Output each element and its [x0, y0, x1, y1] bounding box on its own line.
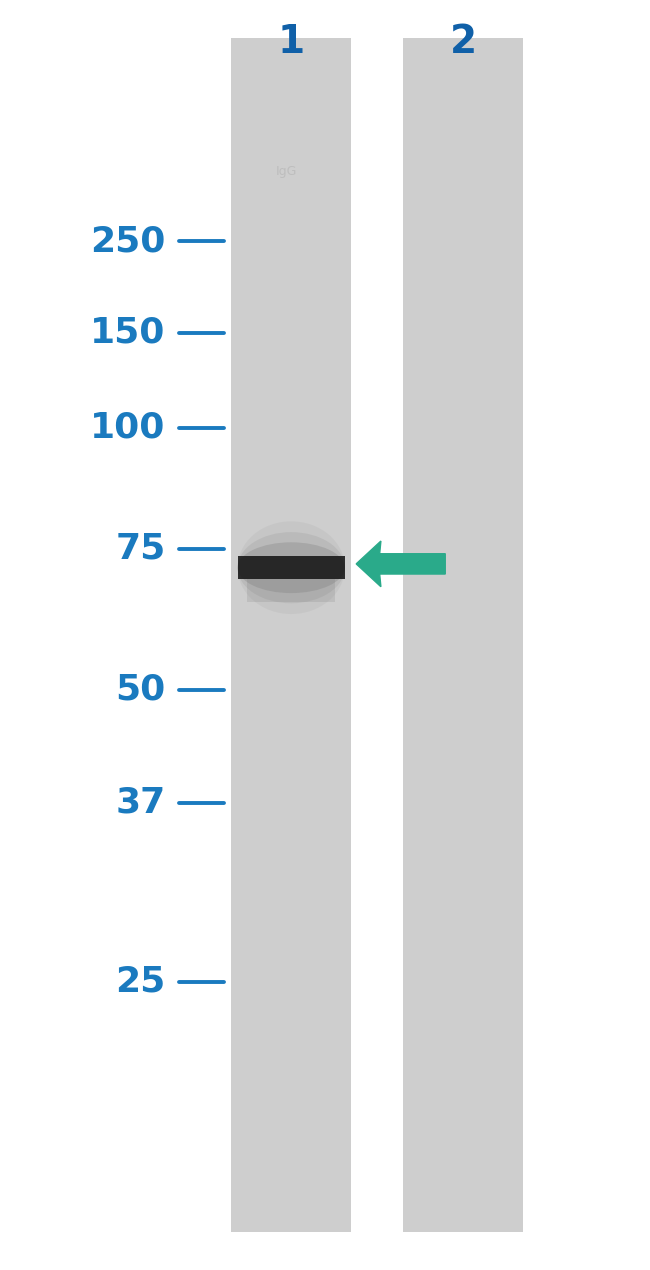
FancyArrow shape	[356, 541, 445, 587]
Text: 75: 75	[116, 532, 166, 565]
Text: 150: 150	[90, 316, 166, 349]
Bar	[238, 556, 344, 579]
Bar	[247, 579, 335, 602]
Text: 37: 37	[116, 786, 166, 819]
Text: 250: 250	[90, 225, 166, 258]
Bar	[403, 38, 523, 1232]
Text: 25: 25	[116, 965, 166, 998]
Text: 100: 100	[90, 411, 166, 444]
Ellipse shape	[238, 532, 345, 603]
Ellipse shape	[238, 522, 345, 615]
Text: 50: 50	[116, 673, 166, 706]
Ellipse shape	[238, 542, 345, 593]
Text: IgG: IgG	[276, 165, 296, 178]
Text: 2: 2	[450, 23, 477, 61]
Text: 1: 1	[278, 23, 305, 61]
Bar	[231, 38, 351, 1232]
